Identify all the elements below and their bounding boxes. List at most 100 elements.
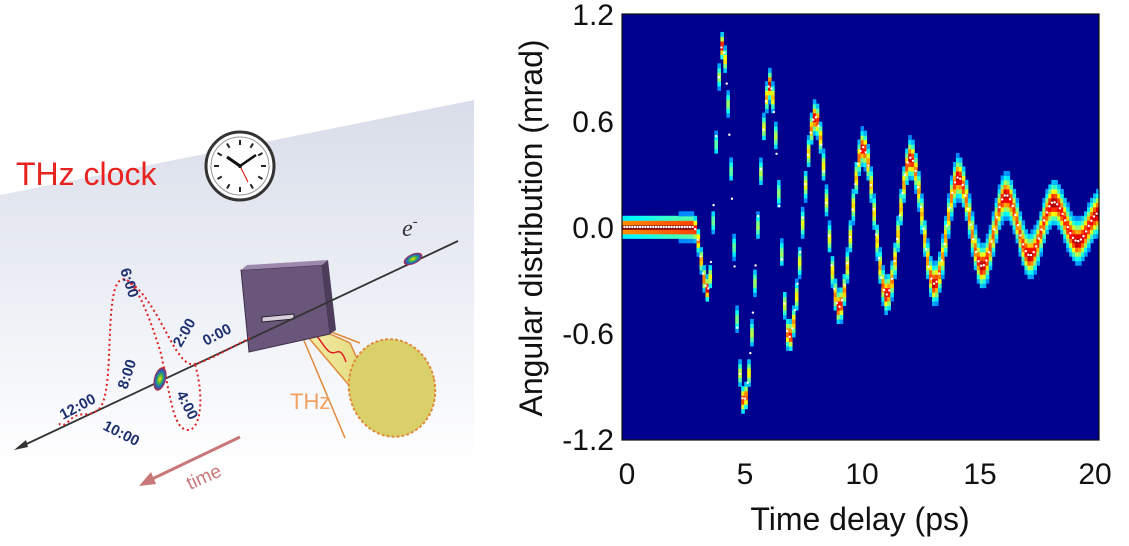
heatmap-cell	[1084, 233, 1088, 239]
centroid-dot	[864, 151, 867, 154]
heatmap-cell	[946, 211, 951, 217]
heatmap-cell	[839, 314, 844, 320]
heatmap-cell	[976, 256, 981, 262]
heatmap-cell	[863, 139, 868, 145]
heatmap-cell	[732, 256, 736, 262]
centroid-dot	[636, 225, 639, 229]
heatmap-cell	[845, 274, 850, 280]
heatmap-cell	[1012, 206, 1017, 212]
heatmap-cell	[771, 81, 775, 87]
heatmap-cell	[866, 170, 871, 177]
heatmap-cell	[1075, 260, 1079, 266]
centroid-dot	[749, 351, 752, 355]
heatmap-cell	[1015, 197, 1020, 203]
heatmap-cell	[940, 274, 945, 280]
heatmap-cell	[994, 197, 999, 203]
heatmap-cell	[1060, 202, 1064, 208]
heatmap-cell	[943, 247, 948, 253]
heatmap-cell	[836, 305, 841, 311]
heatmap-cell	[705, 296, 710, 302]
heatmap-cell	[791, 323, 796, 329]
heatmap-cell	[917, 206, 921, 212]
heatmap-cell	[860, 135, 865, 141]
heatmap-cell	[1090, 202, 1094, 208]
heatmap-cell	[967, 224, 972, 230]
heatmap-cell	[949, 206, 954, 212]
heatmap-cell	[732, 251, 736, 257]
heatmap-cell	[997, 197, 1002, 203]
heatmap-cell	[887, 300, 891, 307]
centroid-dot	[830, 264, 833, 267]
heatmap-cell	[863, 135, 868, 141]
heatmap-cell	[866, 153, 871, 159]
heatmap-cell	[1009, 206, 1014, 212]
heatmap-cell	[654, 233, 659, 239]
heatmap-cell	[1033, 238, 1037, 244]
heatmap-cell	[824, 184, 829, 190]
heatmap-cell	[622, 215, 626, 221]
heatmap-cell	[872, 215, 876, 221]
heatmap-cell	[624, 229, 629, 235]
centroid-dot	[665, 225, 668, 229]
heatmap-cell	[1069, 238, 1073, 244]
heatmap-cell	[932, 260, 936, 266]
centroid-dot	[1071, 236, 1075, 240]
heatmap-cell	[1060, 206, 1064, 212]
heatmap-cell	[1009, 211, 1014, 217]
heatmap-cell	[991, 247, 996, 253]
heatmap-cell	[1009, 197, 1014, 203]
heatmap-cell	[926, 269, 930, 275]
heatmap-cell	[678, 233, 683, 239]
heatmap-cell	[1015, 202, 1020, 208]
heatmap-cell	[756, 215, 760, 221]
heatmap-cell	[979, 247, 984, 253]
heatmap-cell	[893, 251, 897, 257]
heatmap-cell	[863, 157, 868, 163]
heatmap-cell	[1003, 184, 1008, 190]
heatmap-cell	[744, 386, 748, 392]
heatmap-cell	[875, 224, 879, 230]
heatmap-cell	[905, 170, 909, 177]
heatmap-cell	[940, 242, 945, 248]
heatmap-cell	[896, 242, 900, 248]
centroid-dot	[1024, 250, 1027, 253]
heatmap-cell	[1033, 265, 1037, 271]
heatmap-cell	[756, 224, 760, 230]
heatmap-cell	[943, 220, 948, 226]
heatmap-cell	[1036, 224, 1040, 230]
heatmap-cell	[1009, 179, 1014, 185]
heatmap-cell	[899, 215, 903, 221]
centroid-dot	[1045, 211, 1048, 214]
heatmap-cell	[1048, 184, 1052, 190]
heatmap-cell	[1063, 224, 1067, 230]
heatmap-cell	[887, 283, 891, 289]
heatmap-cell	[1027, 269, 1032, 275]
heatmap-cell	[824, 202, 829, 208]
heatmap-cell	[917, 179, 921, 185]
heatmap-cell	[1051, 211, 1055, 217]
heatmap-cell	[866, 148, 871, 154]
heatmap-cell	[914, 188, 918, 194]
heatmap-cell	[678, 229, 683, 235]
heatmap-cell	[991, 229, 996, 235]
heatmap-cell	[932, 274, 936, 280]
heatmap-cell	[702, 265, 707, 271]
heatmap-cell	[815, 117, 820, 123]
heatmap-cell	[717, 63, 721, 69]
heatmap-cell	[943, 229, 948, 235]
heatmap-cell	[1072, 224, 1076, 230]
heatmap-cell	[830, 274, 835, 280]
heatmap-cell	[636, 224, 641, 230]
heatmap-cell	[651, 220, 656, 226]
y-axis-label: Angular distribution (mrad)	[513, 39, 549, 416]
heatmap-cell	[1003, 188, 1008, 194]
heatmap-cell	[1024, 242, 1029, 248]
centroid-dot	[791, 327, 794, 330]
heatmap-cell	[771, 99, 775, 105]
heatmap-cell	[696, 229, 701, 235]
heatmap-cell	[845, 278, 850, 284]
heatmap-cell	[803, 193, 808, 199]
centroid-dot	[856, 162, 860, 166]
centroid-dot	[982, 264, 985, 267]
heatmap-cell	[857, 157, 862, 163]
